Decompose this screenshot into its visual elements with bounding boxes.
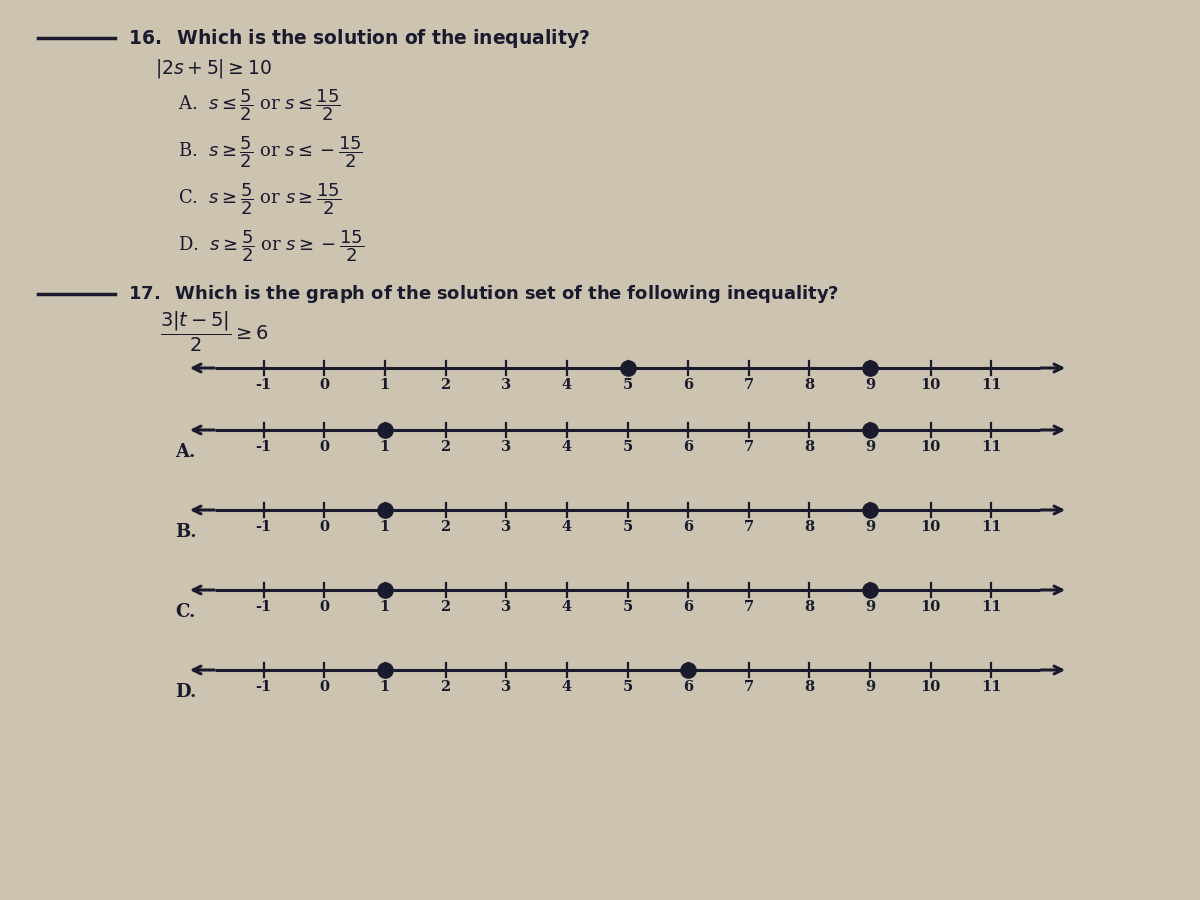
Text: 0: 0: [319, 600, 329, 614]
Text: 4: 4: [562, 680, 572, 694]
Text: 3: 3: [502, 378, 511, 392]
Text: B.  $s\geq\dfrac{5}{2}$ or $s\leq-\dfrac{15}{2}$: B. $s\geq\dfrac{5}{2}$ or $s\leq-\dfrac{…: [178, 134, 362, 170]
Text: 4: 4: [562, 600, 572, 614]
Text: 5: 5: [623, 378, 632, 392]
Text: 1: 1: [379, 440, 390, 454]
Text: 3: 3: [502, 520, 511, 534]
Text: 6: 6: [683, 680, 694, 694]
Text: 8: 8: [804, 520, 815, 534]
Text: 8: 8: [804, 440, 815, 454]
Text: 11: 11: [982, 520, 1002, 534]
Text: 11: 11: [982, 440, 1002, 454]
Text: A.  $s\leq\dfrac{5}{2}$ or $s\leq\dfrac{15}{2}$: A. $s\leq\dfrac{5}{2}$ or $s\leq\dfrac{1…: [178, 87, 341, 122]
Text: 0: 0: [319, 680, 329, 694]
Text: 8: 8: [804, 680, 815, 694]
Text: 9: 9: [865, 378, 875, 392]
Text: 9: 9: [865, 520, 875, 534]
Point: [860, 423, 880, 437]
Text: 8: 8: [804, 600, 815, 614]
Text: C.  $s\geq\dfrac{5}{2}$ or $s\geq\dfrac{15}{2}$: C. $s\geq\dfrac{5}{2}$ or $s\geq\dfrac{1…: [178, 181, 341, 217]
Text: 4: 4: [562, 520, 572, 534]
Text: 10: 10: [920, 600, 941, 614]
Text: $\dfrac{3|t-5|}{2}\geq 6$: $\dfrac{3|t-5|}{2}\geq 6$: [160, 310, 269, 354]
Point: [376, 583, 395, 598]
Text: 5: 5: [623, 440, 632, 454]
Text: 2: 2: [440, 378, 451, 392]
Text: -1: -1: [256, 600, 271, 614]
Text: -1: -1: [256, 378, 271, 392]
Point: [376, 662, 395, 677]
Text: 7: 7: [744, 520, 754, 534]
Text: 5: 5: [623, 600, 632, 614]
Text: 5: 5: [623, 520, 632, 534]
Text: 4: 4: [562, 440, 572, 454]
Point: [860, 361, 880, 375]
Text: 6: 6: [683, 440, 694, 454]
Text: 10: 10: [920, 680, 941, 694]
Text: $|2s+5|\geq 10$: $|2s+5|\geq 10$: [155, 57, 272, 79]
Text: 0: 0: [319, 520, 329, 534]
Text: 2: 2: [440, 520, 451, 534]
Text: 4: 4: [562, 378, 572, 392]
Text: 7: 7: [744, 680, 754, 694]
Text: 9: 9: [865, 440, 875, 454]
Text: $\bf{17.}$  $\bf{Which\ is\ the\ graph\ of\ the\ solution\ set\ of\ the\ followi: $\bf{17.}$ $\bf{Which\ is\ the\ graph\ o…: [128, 283, 839, 305]
Text: -1: -1: [256, 440, 271, 454]
Point: [376, 423, 395, 437]
Text: C.: C.: [175, 603, 196, 621]
Text: 1: 1: [379, 680, 390, 694]
Text: 0: 0: [319, 440, 329, 454]
Text: 6: 6: [683, 520, 694, 534]
Text: A.: A.: [175, 443, 196, 461]
Point: [860, 503, 880, 517]
Text: 1: 1: [379, 520, 390, 534]
Text: 11: 11: [982, 600, 1002, 614]
Text: 2: 2: [440, 680, 451, 694]
Text: 3: 3: [502, 600, 511, 614]
Text: 11: 11: [982, 378, 1002, 392]
Text: 3: 3: [502, 680, 511, 694]
Text: 10: 10: [920, 378, 941, 392]
Text: 2: 2: [440, 600, 451, 614]
Text: 9: 9: [865, 600, 875, 614]
Text: 10: 10: [920, 520, 941, 534]
Text: 2: 2: [440, 440, 451, 454]
Text: 3: 3: [502, 440, 511, 454]
Text: 6: 6: [683, 378, 694, 392]
Text: 0: 0: [319, 378, 329, 392]
Text: 7: 7: [744, 600, 754, 614]
Text: 9: 9: [865, 680, 875, 694]
Text: -1: -1: [256, 520, 271, 534]
Text: 7: 7: [744, 440, 754, 454]
Text: 5: 5: [623, 680, 632, 694]
Text: 1: 1: [379, 600, 390, 614]
Text: 10: 10: [920, 440, 941, 454]
Point: [618, 361, 637, 375]
Point: [376, 503, 395, 517]
Text: 7: 7: [744, 378, 754, 392]
Text: D.: D.: [175, 683, 197, 701]
Text: $\bf{16.}$  $\bf{Which\ is\ the\ solution\ of\ the\ inequality?}$: $\bf{16.}$ $\bf{Which\ is\ the\ solution…: [128, 26, 590, 50]
Text: 8: 8: [804, 378, 815, 392]
Text: -1: -1: [256, 680, 271, 694]
Text: B.: B.: [175, 523, 197, 541]
Point: [678, 662, 697, 677]
Text: 11: 11: [982, 680, 1002, 694]
Text: 6: 6: [683, 600, 694, 614]
Text: D.  $s\geq\dfrac{5}{2}$ or $s\geq-\dfrac{15}{2}$: D. $s\geq\dfrac{5}{2}$ or $s\geq-\dfrac{…: [178, 229, 364, 264]
Point: [860, 583, 880, 598]
Text: 1: 1: [379, 378, 390, 392]
